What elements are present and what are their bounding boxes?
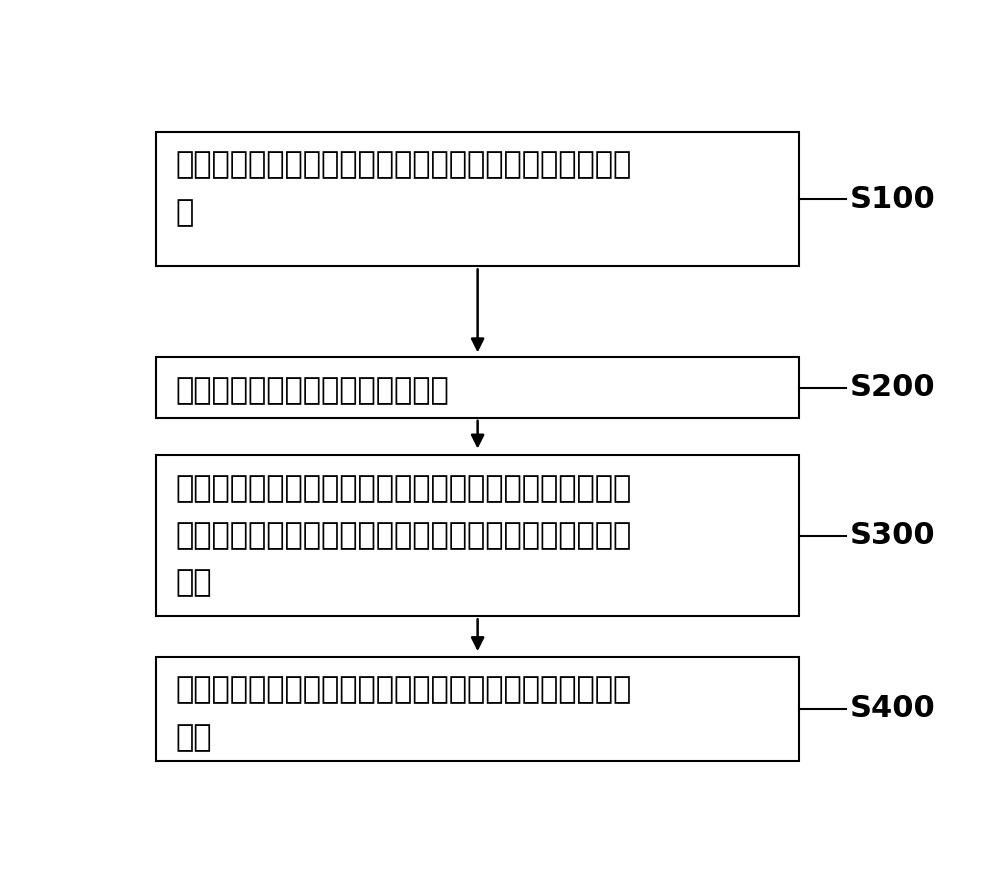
Text: S400: S400 <box>850 694 935 724</box>
Text: 由编码器分别对刀仓上的每一把刀具和机械手进行精确定
位: 由编码器分别对刀仓上的每一把刀具和机械手进行精确定 位 <box>175 150 632 227</box>
Text: 控制刀仓所配置的伺服电机驱动机械手至目标刀具，机械
手抓取目标刀具，并将目标刀具快速推送到主轴的配刀区
下方: 控制刀仓所配置的伺服电机驱动机械手至目标刀具，机械 手抓取目标刀具，并将目标刀具… <box>175 474 632 598</box>
Bar <box>156 454 799 616</box>
Text: S300: S300 <box>850 521 935 550</box>
Text: S100: S100 <box>850 184 935 213</box>
Text: S200: S200 <box>850 373 935 402</box>
Bar <box>156 132 799 267</box>
Text: 在刀仓中确定需要更换的目标刀具: 在刀仓中确定需要更换的目标刀具 <box>175 376 449 405</box>
Text: 主轴将刀具更换为目标刀具，更换下的刀具由机械手送回
刀仓: 主轴将刀具更换为目标刀具，更换下的刀具由机械手送回 刀仓 <box>175 676 632 752</box>
Bar <box>156 656 799 761</box>
Bar <box>156 357 799 418</box>
